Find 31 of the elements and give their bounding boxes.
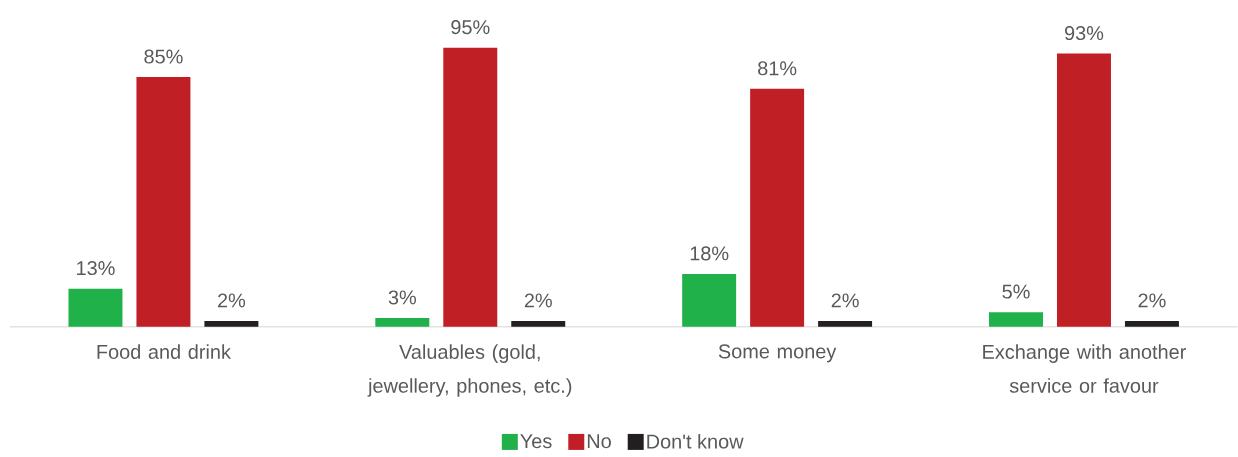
data-label: 95% [451,20,490,35]
data-label: 81% [758,61,797,76]
legend-label: Don't know [647,434,744,449]
data-label: 93% [1064,26,1104,41]
bar [1056,53,1111,327]
data-label: 13% [77,261,115,276]
data-label: 2% [524,293,552,308]
data-label: 2% [831,293,859,308]
bar [818,321,873,327]
bar [204,321,259,327]
legend-label: No [587,434,611,449]
bar [443,47,498,327]
data-label: 18% [690,246,729,261]
data-label: 85% [144,49,183,64]
bar [1124,321,1179,327]
bar [68,288,123,327]
bar [511,321,566,327]
bar [136,77,191,327]
x-tick-label: Valuables (gold, jewellery, phones, etc.) [367,344,572,397]
data-label: 2% [218,293,246,308]
data-label: 3% [388,290,416,305]
x-tick-label: Some money [718,344,837,363]
x-tick-label: Food and drink [97,344,231,360]
legend-label: Yes [520,434,552,449]
data-label: 2% [1138,293,1166,308]
x-tick-label: Exchange with another service or favour [983,344,1186,393]
bar [375,318,430,327]
bar [750,88,805,327]
bar [989,312,1043,327]
bar [682,274,737,327]
data-label: 5% [1002,284,1030,299]
